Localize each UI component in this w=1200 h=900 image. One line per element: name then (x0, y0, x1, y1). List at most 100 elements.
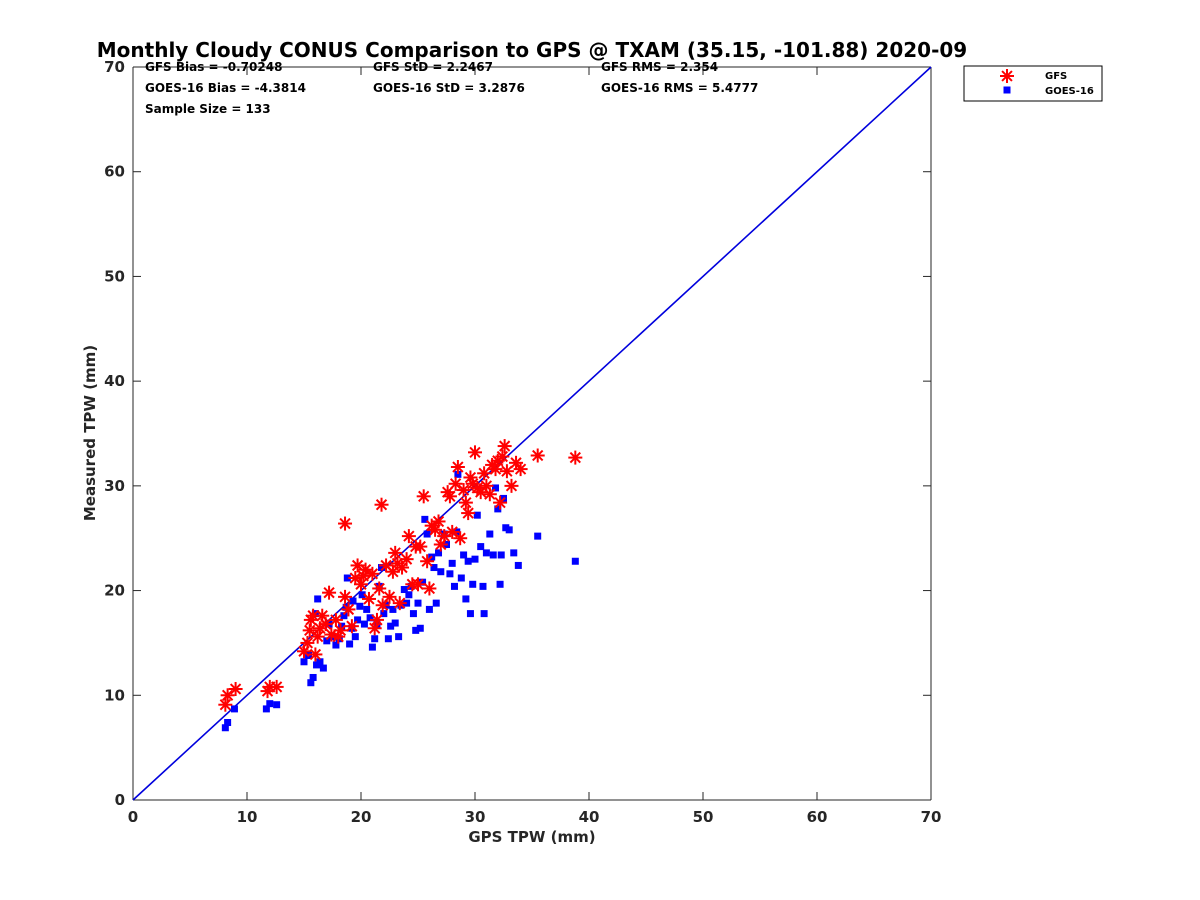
gfs-point (228, 682, 243, 697)
goes-16-point (230, 705, 238, 713)
gfs-point (458, 495, 473, 510)
goes-16-point (358, 591, 366, 599)
goes-16-point (477, 543, 485, 551)
gfs-point (461, 506, 476, 521)
goes-16-point (371, 635, 379, 643)
gfs-point (310, 629, 325, 644)
goes-16-point (405, 591, 413, 599)
goes-16-point (430, 564, 438, 572)
stat-goes-rms: GOES-16 RMS = 5.4777 (601, 81, 758, 95)
y-tick-label: 30 (104, 477, 125, 495)
goes-16-point (412, 626, 420, 634)
gfs-point (482, 487, 497, 502)
gfs-point (442, 489, 457, 504)
gfs-point (361, 591, 376, 606)
gfs-point (382, 589, 397, 604)
goes-16-point (224, 719, 232, 727)
y-tick-label: 60 (104, 163, 125, 181)
goes-16-point (571, 557, 579, 565)
goes-16-point (346, 640, 354, 648)
gfs-point (269, 679, 284, 694)
x-axis-label: GPS TPW (mm) (468, 828, 595, 846)
gfs-point (445, 524, 460, 539)
goes-16-point (496, 580, 504, 588)
gfs-point (568, 450, 583, 465)
goes-16-point (435, 549, 443, 557)
stat-gfs-bias: GFS Bias = -0.70248 (145, 60, 282, 74)
goes-16-point (514, 561, 522, 569)
goes-16-point (338, 622, 346, 630)
gfs-point (448, 476, 463, 491)
gfs-point (493, 495, 508, 510)
gfs-point (422, 581, 437, 596)
x-tick-label: 0 (128, 808, 138, 826)
x-tick-label: 20 (351, 808, 372, 826)
y-tick-label: 10 (104, 686, 125, 704)
gfs-point (372, 581, 387, 596)
gfs-point (306, 608, 321, 623)
gfs-point (322, 585, 337, 600)
goes-16-point (366, 614, 374, 622)
goes-16-point (349, 597, 357, 605)
x-ticks: 0 10 20 30 40 50 60 70 (128, 67, 942, 826)
goes-16-point (416, 624, 424, 632)
gfs-point (477, 466, 492, 481)
stat-gfs-rms: GFS RMS = 2.354 (601, 60, 718, 74)
gfs-point (495, 449, 510, 464)
legend-gfs-label: GFS (1045, 71, 1067, 82)
goes-16-point (446, 570, 454, 578)
gfs-point (411, 577, 425, 592)
goes-16-point (419, 578, 427, 586)
goes-16-point (454, 470, 462, 478)
goes-16-point (363, 605, 371, 613)
gfs-point (473, 485, 488, 500)
x-tick-label: 60 (807, 808, 828, 826)
gfs-series (218, 439, 583, 712)
goes-16-point (469, 580, 477, 588)
goes-16-point (354, 616, 362, 624)
gfs-point (374, 497, 389, 512)
goes-16-point (492, 484, 500, 492)
gfs-point (338, 589, 353, 604)
y-tick-label: 0 (115, 791, 125, 809)
gfs-point (328, 612, 343, 627)
goes-16-point (273, 701, 281, 709)
goes-16-point (343, 574, 351, 582)
gfs-point (509, 455, 524, 470)
legend-goes-16-square (1003, 86, 1011, 94)
goes-16-point (380, 610, 388, 618)
goes-16-point (479, 582, 487, 590)
y-tick-label: 70 (104, 58, 125, 76)
goes-16-point (414, 599, 422, 607)
gfs-point (375, 598, 390, 613)
x-tick-label: 70 (921, 808, 942, 826)
goes-16-point (340, 612, 348, 620)
goes-16-point (450, 582, 458, 590)
gfs-point (499, 464, 514, 479)
goes-16-point (409, 610, 417, 618)
goes-16-point (486, 530, 494, 538)
goes-16-point (505, 526, 513, 534)
goes-16-point (221, 724, 229, 732)
gfs-point (300, 635, 315, 650)
gfs-point (413, 539, 428, 554)
gfs-point (367, 621, 382, 636)
gfs-point (504, 478, 519, 493)
gfs-point (513, 462, 528, 477)
x-tick-label: 10 (237, 808, 258, 826)
goes-16-point (471, 555, 479, 563)
goes-16-point (480, 610, 488, 618)
x-tick-label: 50 (693, 808, 714, 826)
stat-goes-std: GOES-16 StD = 3.2876 (373, 81, 525, 95)
goes-16-point (457, 574, 465, 582)
gfs-point (453, 531, 468, 546)
gfs-point (218, 697, 233, 712)
legend-gfs-marker (1000, 69, 1014, 83)
goes-16-point (309, 673, 317, 681)
y-tick-label: 40 (104, 372, 125, 390)
goes-16-point (323, 637, 331, 645)
legend-box (963, 65, 1103, 102)
goes-16-point (473, 511, 481, 519)
stats-block: GFS Bias = -0.70248 GFS StD = 2.2467 GFS… (145, 60, 758, 116)
